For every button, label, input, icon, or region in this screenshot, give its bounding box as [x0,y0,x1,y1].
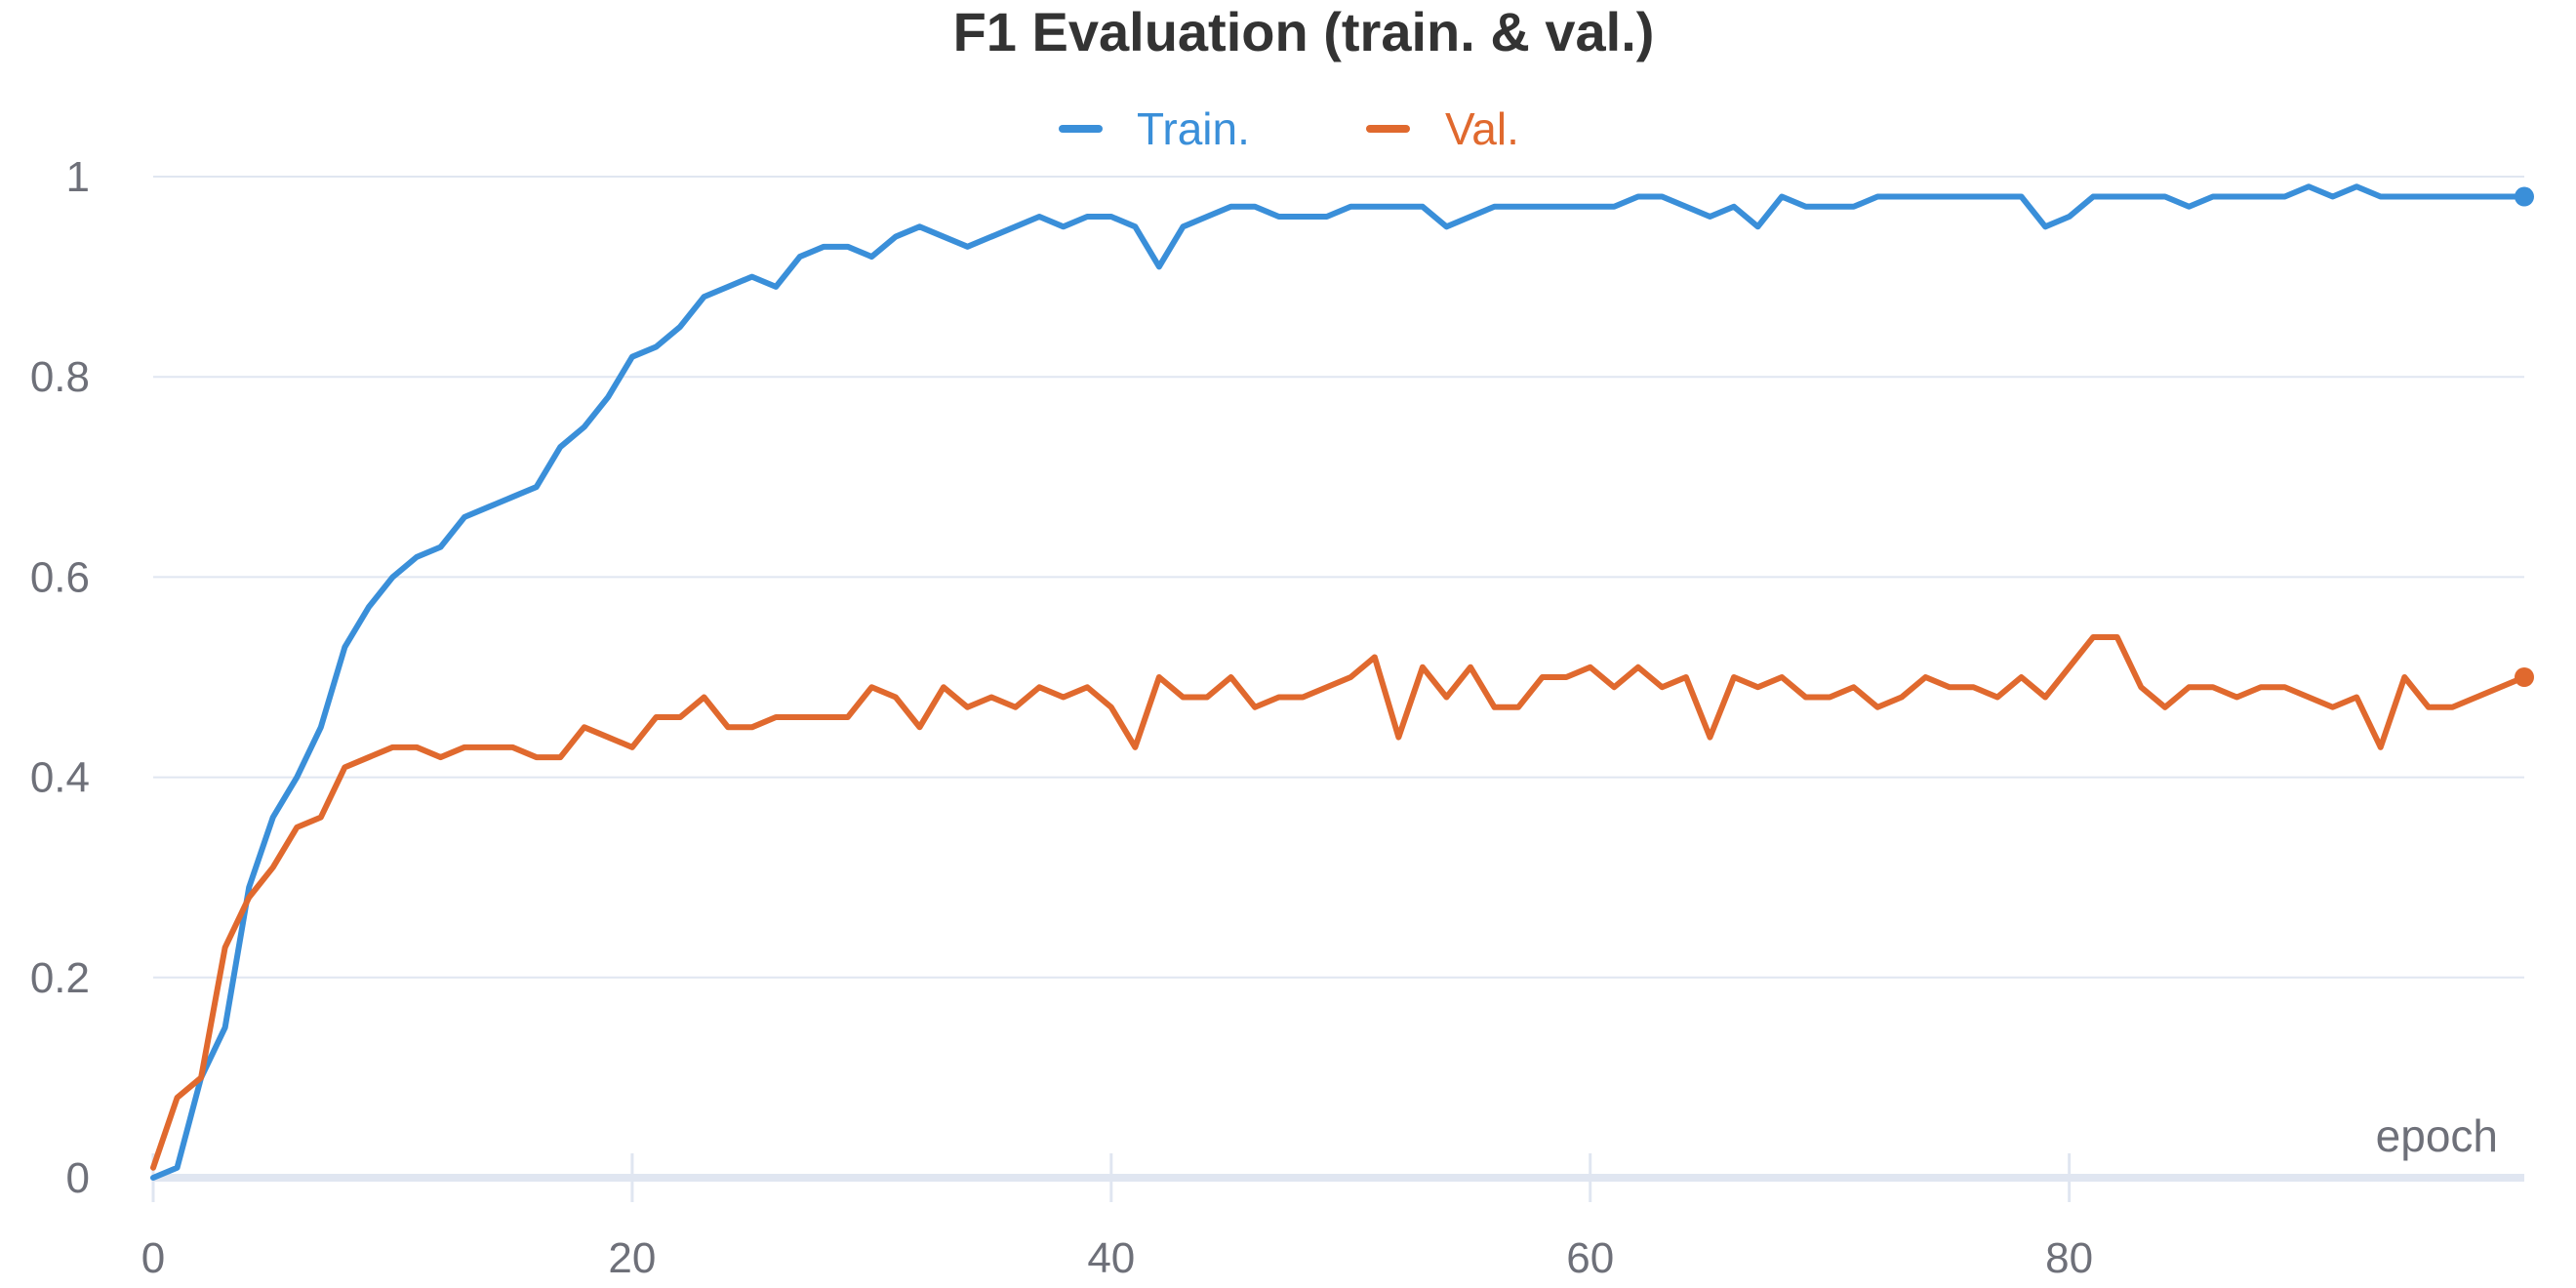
x-tick-label: 60 [1566,1234,1614,1282]
y-axis-ticks: 0 0.2 0.4 0.6 0.8 1 [30,153,90,1202]
series [150,183,2534,1181]
x-tick-label: 80 [2045,1234,2093,1282]
x-tick-label: 20 [608,1234,656,1282]
series-line-val[interactable] [150,633,2527,1171]
y-tick-label: 0.6 [30,553,90,601]
legend-label-val: Val. [1445,103,1519,154]
y-tick-label: 1 [66,153,90,201]
y-tick-label: 0.2 [30,954,90,1002]
gridlines [153,176,2524,979]
legend-item-train[interactable]: Train. [1059,103,1250,154]
y-tick-label: 0.8 [30,353,90,401]
y-tick-label: 0 [66,1154,90,1202]
x-axis: 0 20 40 60 80 [141,1153,2524,1282]
series-line-train[interactable] [150,183,2527,1181]
y-tick-label: 0.4 [30,754,90,802]
x-tick-label: 0 [141,1234,165,1282]
legend: Train. Val. [1059,103,1519,154]
x-tick-label: 40 [1087,1234,1135,1282]
chart-title: F1 Evaluation (train. & val.) [953,1,1655,62]
legend-label-train: Train. [1137,103,1250,154]
legend-item-val[interactable]: Val. [1366,103,1519,154]
x-axis-label: epoch [2376,1110,2498,1161]
series-end-point-train[interactable] [2515,186,2534,207]
series-end-point-val[interactable] [2515,667,2534,687]
